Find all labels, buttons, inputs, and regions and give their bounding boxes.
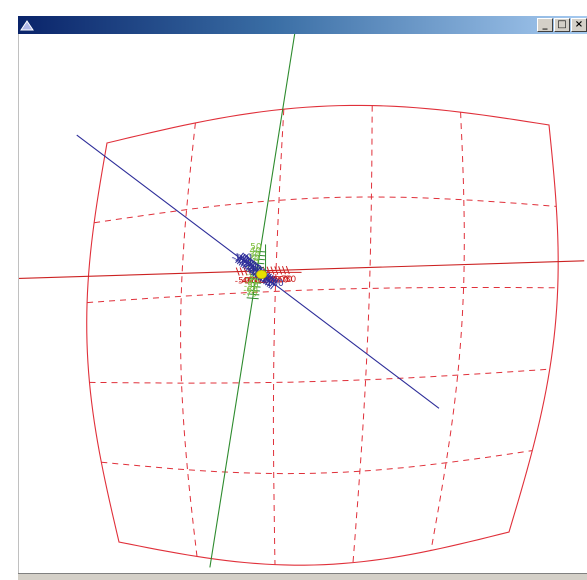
y-axis-tick xyxy=(246,297,259,300)
y-axis-tick-label: -70 xyxy=(243,289,258,299)
y-axis-tick xyxy=(254,250,267,253)
z-axis-tick xyxy=(264,274,274,286)
surface-grid-line xyxy=(87,287,558,304)
z-axis-tick-label: 0 xyxy=(249,266,255,276)
y-axis-tick xyxy=(248,285,261,288)
y-axis-tick-label: 40 xyxy=(249,246,261,256)
z-axis-tick-label: 70 xyxy=(261,275,273,285)
surface-grid-line xyxy=(94,196,557,224)
z-axis-tick xyxy=(249,263,258,274)
z-axis-tick xyxy=(263,273,272,285)
x-axis-tick-label: 80 xyxy=(285,275,297,285)
y-axis-tick xyxy=(252,258,265,261)
surface-grid-line xyxy=(272,109,285,565)
x-axis-tick-label: -10 xyxy=(250,276,265,286)
surface-outline xyxy=(86,104,559,566)
axes: -50-40-30-20-100102030405060708050403020… xyxy=(19,34,585,568)
z-axis-tick xyxy=(238,255,248,266)
y-axis-line xyxy=(209,34,296,568)
x-axis-tick xyxy=(235,267,240,276)
z-axis-tick xyxy=(252,265,262,277)
x-axis-tick xyxy=(278,266,283,275)
minimize-button[interactable]: _ xyxy=(537,18,553,32)
surface-grid-line xyxy=(352,105,373,563)
x-axis-tick-label: 0 xyxy=(254,276,260,286)
surface-mesh xyxy=(86,104,559,566)
z-axis-tick-label: 10 xyxy=(251,267,263,277)
y-axis-tick-label: 30 xyxy=(249,250,261,260)
z-axis-tick-label: 100 xyxy=(267,279,284,289)
z-axis-tick-label: -30 xyxy=(244,262,259,272)
app-icon xyxy=(20,20,34,31)
x-axis-tick xyxy=(270,266,275,275)
z-axis-tick-label: -90 xyxy=(233,254,248,264)
z-axis-tick-label: -20 xyxy=(246,263,261,273)
z-axis-tick-label: 60 xyxy=(260,274,272,284)
x-axis-tick-label: -30 xyxy=(242,276,257,286)
x-axis-tick-label: -20 xyxy=(246,276,261,286)
z-axis-tick-label: 90 xyxy=(265,278,277,288)
z-axis-tick-label: 80 xyxy=(263,277,275,287)
x-axis-tick xyxy=(239,267,244,276)
y-axis-tick-label: -50 xyxy=(244,282,259,292)
z-axis-tick xyxy=(270,278,279,290)
z-axis-tick xyxy=(266,276,276,287)
y-axis-tick-label: -20 xyxy=(246,270,261,280)
z-axis-tick-label: -80 xyxy=(235,255,250,265)
x-axis-tick-label: 20 xyxy=(262,276,274,286)
x-axis-tick-label: -50 xyxy=(235,277,250,287)
y-axis-tick-label: 50 xyxy=(250,243,262,253)
title-bar[interactable]: _ □ × xyxy=(18,16,587,34)
y-axis-tick-label: 20 xyxy=(248,254,260,264)
y-axis-tick xyxy=(247,293,260,296)
z-axis-tick xyxy=(250,264,260,275)
z-axis-tick-label: -70 xyxy=(237,257,252,267)
x-axis-tick xyxy=(274,266,279,275)
3d-viewport[interactable]: -50-40-30-20-100102030405060708050403020… xyxy=(18,34,587,574)
y-axis-tick xyxy=(249,277,262,280)
surface-grid-line xyxy=(101,450,533,475)
surface-grid-line xyxy=(180,122,198,557)
z-axis-tick xyxy=(247,261,257,273)
z-axis-tick xyxy=(242,257,251,269)
y-axis-tick-label: -60 xyxy=(243,285,258,295)
cursor-marker xyxy=(256,270,267,279)
scene-canvas[interactable]: -50-40-30-20-100102030405060708050403020… xyxy=(19,34,587,574)
surface-grid-line xyxy=(89,368,550,384)
y-axis-tick-label: 10 xyxy=(248,258,260,268)
y-axis-tick-label: 0 xyxy=(247,262,253,272)
z-axis-tick-label: -10 xyxy=(247,265,262,275)
x-axis-line xyxy=(19,260,585,279)
z-axis-tick-label: -50 xyxy=(240,259,255,269)
z-axis-tick xyxy=(268,277,278,289)
z-axis-tick-label: -60 xyxy=(239,258,254,268)
z-axis-tick xyxy=(240,256,250,268)
z-axis-tick xyxy=(236,253,246,265)
status-bar xyxy=(18,573,587,580)
surface-grid-line xyxy=(430,112,465,551)
y-axis-tick-label: -40 xyxy=(245,278,260,288)
z-axis-tick xyxy=(235,252,244,264)
y-axis-tick-label: -30 xyxy=(245,274,260,284)
y-axis-tick xyxy=(252,262,265,265)
z-axis-tick xyxy=(243,259,253,270)
x-axis-tick-label: 60 xyxy=(277,275,289,285)
close-button[interactable]: × xyxy=(571,18,587,32)
maximize-button[interactable]: □ xyxy=(554,18,570,32)
z-axis-tick xyxy=(245,260,255,272)
y-axis-tick xyxy=(253,254,266,257)
z-axis-tick xyxy=(261,272,271,283)
z-axis-tick-label: -40 xyxy=(242,261,257,271)
x-axis-tick-label: -40 xyxy=(239,276,254,286)
x-axis-tick-label: 50 xyxy=(273,275,285,285)
y-axis-tick xyxy=(247,289,260,292)
x-axis-tick-label: 70 xyxy=(281,275,293,285)
y-axis-tick xyxy=(249,281,262,284)
